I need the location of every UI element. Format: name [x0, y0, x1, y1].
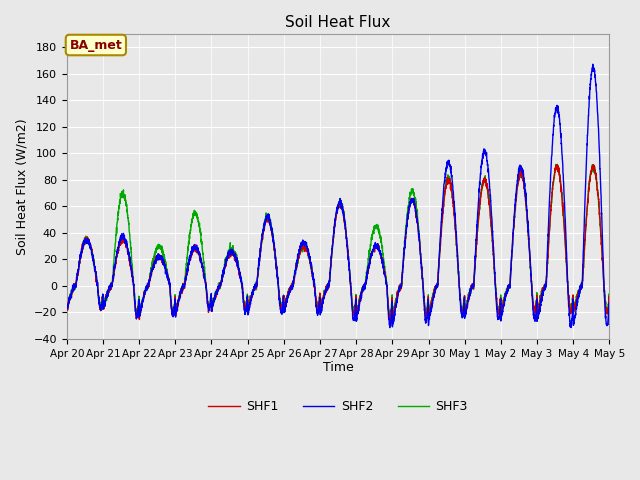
X-axis label: Time: Time	[323, 361, 353, 374]
SHF2	[127, 267, 135, 273]
Text: BA_met: BA_met	[70, 38, 122, 51]
SHF3	[554, 162, 561, 168]
Legend: SHF1, SHF2, SHF3: SHF1, SHF2, SHF3	[204, 395, 473, 418]
Line: SHF2: SHF2	[67, 64, 609, 328]
SHF2	[63, 305, 70, 311]
SHF1	[127, 268, 135, 274]
SHF3	[386, 314, 394, 320]
SHF3	[97, 302, 105, 308]
SHF3	[127, 249, 135, 254]
SHF1	[605, 310, 613, 316]
SHF3	[482, 177, 490, 182]
SHF3	[232, 252, 239, 257]
SHF1	[482, 177, 490, 182]
SHF2	[589, 61, 596, 67]
SHF1	[63, 307, 70, 313]
SHF3	[438, 221, 445, 227]
SHF1	[388, 318, 396, 324]
SHF3	[63, 305, 70, 311]
SHF1	[232, 255, 239, 261]
SHF1	[554, 162, 561, 168]
Line: SHF3: SHF3	[67, 165, 609, 317]
SHF2	[232, 251, 239, 257]
SHF3	[605, 307, 613, 313]
SHF2	[438, 211, 445, 217]
SHF1	[438, 222, 445, 228]
SHF2	[482, 151, 490, 157]
SHF2	[386, 325, 394, 331]
SHF1	[97, 307, 105, 313]
SHF3	[128, 261, 136, 266]
SHF2	[605, 321, 613, 327]
SHF1	[128, 274, 136, 279]
Y-axis label: Soil Heat Flux (W/m2): Soil Heat Flux (W/m2)	[15, 118, 28, 255]
Title: Soil Heat Flux: Soil Heat Flux	[285, 15, 391, 30]
Line: SHF1: SHF1	[67, 165, 609, 321]
SHF2	[97, 302, 105, 308]
SHF2	[128, 271, 136, 276]
